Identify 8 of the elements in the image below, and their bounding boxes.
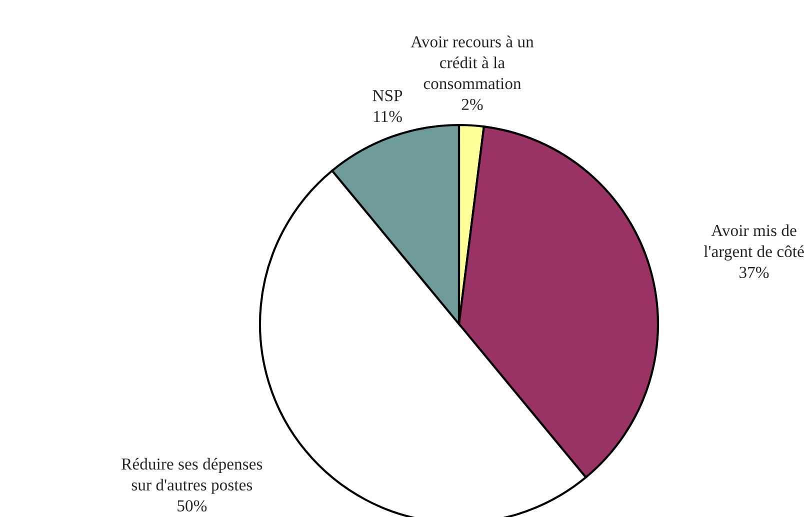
data-label: 11% xyxy=(374,110,402,122)
data-label: 37% xyxy=(740,266,769,278)
slice-label: Avoir recours à un crédit à la consommation xyxy=(410,36,534,90)
data-label: 50% xyxy=(178,500,207,512)
slice-label: Avoir mis de l'argent de côté xyxy=(704,224,804,261)
data-label: 2% xyxy=(462,98,483,110)
slice-label: Réduire ses dépenses sur d'autres postes xyxy=(122,458,262,494)
slice-label: NSP xyxy=(372,90,402,102)
